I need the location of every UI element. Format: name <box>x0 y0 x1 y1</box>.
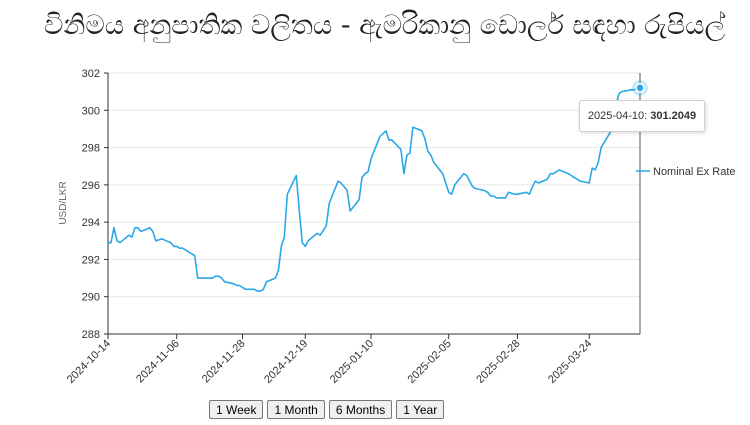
value-tooltip: 2025-04-10: 301.2049 <box>579 100 705 132</box>
legend-label: Nominal Ex Rate <box>653 166 736 178</box>
y-tick-label: 300 <box>82 105 100 117</box>
y-tick-label: 290 <box>82 292 100 304</box>
axes <box>104 72 640 339</box>
legend: Nominal Ex Rate <box>636 166 736 178</box>
series-line-nominal-ex-rate <box>108 87 641 292</box>
range-1-month-button[interactable]: 1 Month <box>267 400 325 419</box>
tooltip-date: 2025-04-10: <box>587 110 648 122</box>
x-tick-label: 2025-02-05 <box>406 338 454 386</box>
x-tick-labels: 2024-10-14 2024-11-06 2024-11-28 2024-12-19… <box>65 338 594 386</box>
range-selector: 1 Week 1 Month 6 Months 1 Year <box>209 400 445 419</box>
tooltip-value: 301.2049 <box>650 110 697 122</box>
x-tick-label: 2024-11-28 <box>200 338 248 386</box>
x-tick-label: 2025-03-24 <box>546 338 594 386</box>
y-tick-label: 302 <box>82 68 100 80</box>
x-tick-label: 2024-11-06 <box>134 338 182 386</box>
range-1-week-button[interactable]: 1 Week <box>209 400 264 419</box>
page-title: විනිමය අනුපාතික වලිතය - ඇමරිකානු ඩොලර් ස… <box>44 10 726 41</box>
y-tick-labels: 288 290 292 294 296 298 300 302 <box>82 68 100 341</box>
x-tick-label: 2025-02-28 <box>474 338 522 386</box>
y-tick-label: 296 <box>82 180 100 192</box>
y-tick-label: 298 <box>82 143 100 155</box>
grid-lines <box>108 72 640 298</box>
range-1-year-button[interactable]: 1 Year <box>396 400 445 419</box>
y-tick-label: 288 <box>82 329 100 341</box>
hover-point <box>635 83 645 93</box>
x-tick-label: 2025-01-10 <box>328 338 376 386</box>
y-tick-label: 292 <box>82 254 100 266</box>
y-axis-label: USD/LKR <box>58 181 69 224</box>
x-tick-label: 2024-12-19 <box>262 338 310 386</box>
series-layer <box>108 87 641 292</box>
y-tick-label: 294 <box>82 217 100 229</box>
range-6-months-button[interactable]: 6 Months <box>328 400 393 419</box>
x-tick-label: 2024-10-14 <box>65 338 113 386</box>
